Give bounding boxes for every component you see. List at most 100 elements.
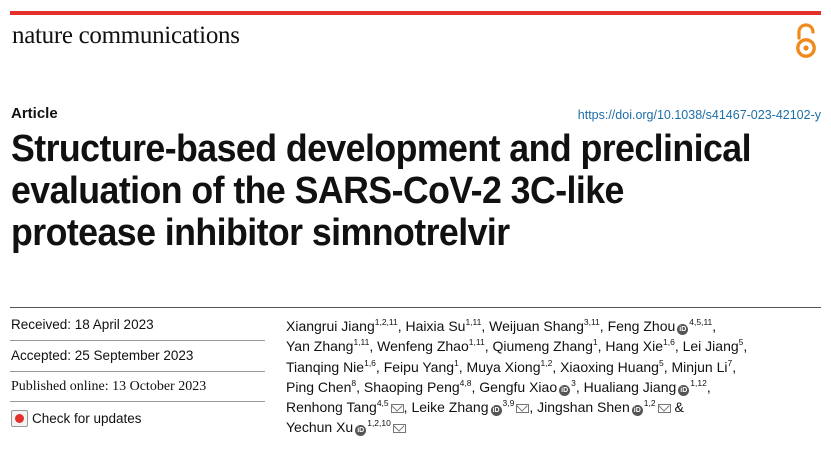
section-divider xyxy=(10,307,821,308)
author: Tianqing Nie1,6, xyxy=(286,357,384,375)
author: Xiangrui Jiang1,2,11, xyxy=(286,318,406,334)
author-separator: , xyxy=(471,378,480,395)
author-name[interactable]: Shaoping Peng xyxy=(363,378,460,395)
published-date: Published online: 13 October 2023 xyxy=(11,379,207,394)
author-name[interactable]: Yan Zhang xyxy=(286,338,354,355)
affiliation-superscript: 1,11 xyxy=(353,337,370,348)
author-name[interactable]: Wenfeng Zhao xyxy=(377,338,469,355)
affiliation-superscript: 3,11 xyxy=(583,317,600,327)
author-separator: , xyxy=(706,378,711,395)
author: Qiumeng Zhang1, xyxy=(492,338,605,354)
author: Haixia Su1,11, xyxy=(406,318,490,334)
orcid-icon[interactable]: iD xyxy=(490,405,502,417)
check-updates-icon xyxy=(11,410,28,427)
journal-name[interactable]: nature communications xyxy=(12,22,240,49)
author-separator: , xyxy=(481,318,490,334)
check-for-updates-button[interactable]: Check for updates xyxy=(11,410,142,427)
author: Gengfu Xiao iD3, xyxy=(479,378,584,396)
orcid-icon[interactable]: iD xyxy=(355,425,367,437)
author-separator: , xyxy=(597,338,606,355)
author: Shaoping Peng4,8, xyxy=(364,379,479,395)
article-type-label: Article xyxy=(11,105,58,122)
author-name[interactable]: Weijuan Shang xyxy=(489,318,584,334)
author-separator: , xyxy=(375,358,384,375)
affiliation-superscript: 1,6 xyxy=(662,337,675,348)
check-updates-label: Check for updates xyxy=(32,411,142,426)
title-line: Structure-based development and preclini… xyxy=(11,128,752,170)
author-separator: , xyxy=(397,318,406,334)
author-separator: , xyxy=(369,338,378,355)
author: Weijuan Shang3,11, xyxy=(489,318,607,334)
affiliation-superscript: 5 xyxy=(658,357,664,368)
affiliation-superscript: 1,6 xyxy=(364,357,376,368)
affiliation-superscript: 3,9 xyxy=(502,398,515,409)
doi-link[interactable]: https://doi.org/10.1038/s41467-023-42102… xyxy=(577,108,821,122)
author-separator: , xyxy=(403,399,412,416)
affiliation-superscript: 4,8 xyxy=(459,377,472,388)
author-separator: , xyxy=(529,399,538,416)
author-name[interactable]: Muya Xiong xyxy=(466,358,541,375)
author-name[interactable]: Haixia Su xyxy=(405,318,466,334)
author-list: Xiangrui Jiang1,2,11, Haixia Su1,11, Wei… xyxy=(286,316,826,438)
meta-divider xyxy=(10,371,265,372)
orcid-icon[interactable]: iD xyxy=(559,384,571,396)
author-name[interactable]: Jingshan Shen xyxy=(537,399,630,416)
author-name[interactable]: Xiangrui Jiang xyxy=(286,318,375,334)
author-name[interactable]: Qiumeng Zhang xyxy=(492,338,593,355)
affiliation-superscript: 7 xyxy=(727,357,733,368)
email-icon[interactable] xyxy=(392,424,406,434)
received-date: Received: 18 April 2023 xyxy=(11,317,154,332)
open-access-icon xyxy=(796,23,816,58)
author: Lei Jiang5, xyxy=(683,338,748,354)
author: Jingshan Shen iD1,2 & xyxy=(537,399,684,417)
author-name[interactable]: Tianqing Nie xyxy=(286,358,365,375)
author: Feng Zhou iD4,5,11, xyxy=(607,317,717,335)
author-line: Tianqing Nie1,6, Feipu Yang1, Muya Xiong… xyxy=(286,357,826,377)
author-name[interactable]: Minjun Li xyxy=(671,358,728,375)
affiliation-superscript: 5 xyxy=(738,337,744,348)
affiliation-superscript: 1,11 xyxy=(468,337,485,348)
affiliation-superscript: 1,2,10 xyxy=(367,418,391,429)
author: Muya Xiong1,2, xyxy=(466,357,561,375)
author-separator: , xyxy=(458,358,467,375)
affiliation-superscript: 8 xyxy=(351,377,357,388)
affiliation-superscript: 1,2,11 xyxy=(374,317,398,327)
author-separator: , xyxy=(575,378,584,395)
email-icon[interactable] xyxy=(390,404,404,414)
author: Wenfeng Zhao1,11, xyxy=(377,338,492,354)
author-name[interactable]: Feng Zhou xyxy=(607,318,676,334)
author: Hualiang Jiang iD1,12, xyxy=(583,377,711,396)
author-separator: , xyxy=(552,358,561,375)
author-name[interactable]: Feipu Yang xyxy=(383,358,455,375)
orcid-icon[interactable]: iD xyxy=(631,405,643,417)
author-name[interactable]: Ping Chen xyxy=(286,378,352,395)
author-separator: , xyxy=(356,378,364,395)
affiliation-superscript: 4,5,11 xyxy=(689,317,713,327)
author-name[interactable]: Hang Xie xyxy=(605,338,663,355)
affiliation-superscript: 1,11 xyxy=(465,317,482,327)
author-name[interactable]: Lei Jiang xyxy=(682,338,739,355)
journal-accent-bar xyxy=(10,11,821,15)
affiliation-superscript: 1 xyxy=(592,337,598,348)
email-icon[interactable] xyxy=(516,404,530,414)
accepted-date: Accepted: 25 September 2023 xyxy=(11,348,194,363)
author: Renhong Tang4,5, xyxy=(286,399,411,415)
author-separator: , xyxy=(712,318,717,334)
author-separator: , xyxy=(599,318,608,334)
affiliation-superscript: 1,2 xyxy=(540,357,553,368)
orcid-icon[interactable]: iD xyxy=(678,384,690,396)
email-icon[interactable] xyxy=(657,404,671,414)
affiliation-superscript: 4,5 xyxy=(376,398,389,409)
author-name[interactable]: Yechun Xu xyxy=(286,419,354,436)
affiliation-superscript: 1,12 xyxy=(690,377,707,388)
author-name[interactable]: Xiaoxing Huang xyxy=(560,358,659,375)
author-name[interactable]: Renhong Tang xyxy=(286,399,377,416)
author: Leike Zhang iD3,9, xyxy=(411,398,538,417)
author-name[interactable]: Gengfu Xiao xyxy=(479,378,558,395)
orcid-icon[interactable]: iD xyxy=(677,324,689,335)
author-name[interactable]: Leike Zhang xyxy=(411,399,489,416)
title-line: evaluation of the SARS-CoV-2 3C-like xyxy=(11,170,624,212)
author-separator: & xyxy=(670,399,684,416)
author-name[interactable]: Hualiang Jiang xyxy=(583,378,677,395)
meta-divider xyxy=(10,401,265,402)
